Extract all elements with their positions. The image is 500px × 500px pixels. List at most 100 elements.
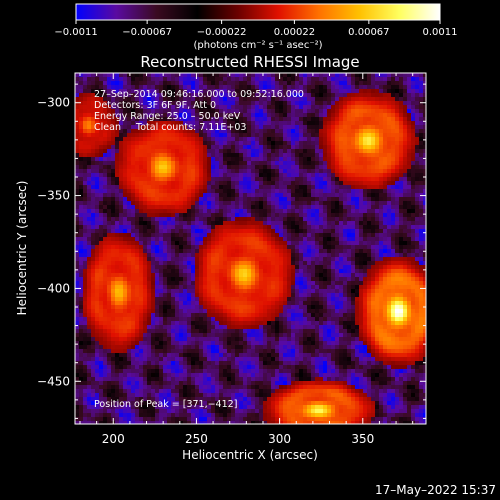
heatmap-cell — [351, 185, 356, 190]
heatmap-cell — [407, 273, 412, 278]
heatmap-cell — [187, 157, 192, 162]
heatmap-cell — [135, 173, 140, 178]
heatmap-cell — [171, 281, 176, 286]
heatmap-cell — [239, 89, 244, 94]
heatmap-cell — [307, 161, 312, 166]
heatmap-cell — [123, 285, 128, 290]
heatmap-cell — [191, 253, 196, 258]
heatmap-cell — [251, 133, 256, 138]
heatmap-cell — [315, 257, 320, 262]
heatmap-cell — [271, 77, 276, 82]
heatmap-cell — [111, 269, 116, 274]
heatmap-cell — [239, 177, 244, 182]
heatmap-cell — [259, 77, 264, 82]
heatmap-cell — [179, 245, 184, 250]
heatmap-cell — [387, 201, 392, 206]
heatmap-cell — [371, 85, 376, 90]
heatmap-cell — [291, 81, 296, 86]
heatmap-cell — [411, 133, 416, 138]
heatmap-cell — [87, 101, 92, 106]
heatmap-cell — [215, 197, 220, 202]
heatmap-cell — [155, 241, 160, 246]
heatmap-cell — [143, 193, 148, 198]
heatmap-cell — [343, 85, 348, 90]
heatmap-cell — [79, 189, 84, 194]
heatmap-cell — [327, 209, 332, 214]
heatmap-cell — [283, 237, 288, 242]
heatmap-cell — [403, 93, 408, 98]
heatmap-cell — [383, 113, 388, 118]
heatmap-cell — [191, 77, 196, 82]
heatmap-cell — [155, 201, 160, 206]
heatmap-cell — [299, 269, 304, 274]
heatmap-cell — [199, 113, 204, 118]
heatmap-cell — [163, 293, 168, 298]
heatmap-cell — [195, 117, 200, 122]
heatmap-cell — [263, 225, 268, 230]
heatmap-cell — [219, 189, 224, 194]
heatmap-cell — [323, 273, 328, 278]
heatmap-cell — [295, 285, 300, 290]
heatmap-cell — [319, 249, 324, 254]
heatmap-cell — [79, 289, 84, 294]
heatmap-cell — [259, 121, 264, 126]
heatmap-cell — [355, 233, 360, 238]
heatmap-cell — [199, 277, 204, 282]
heatmap-cell — [239, 85, 244, 90]
heatmap-cell — [283, 293, 288, 298]
heatmap-cell — [219, 201, 224, 206]
heatmap-cell — [191, 277, 196, 282]
heatmap-cell — [331, 185, 336, 190]
heatmap-cell — [195, 169, 200, 174]
heatmap-cell — [223, 125, 228, 130]
heatmap-cell — [251, 281, 256, 286]
heatmap-cell — [383, 81, 388, 86]
heatmap-cell — [95, 157, 100, 162]
heatmap-cell — [195, 249, 200, 254]
heatmap-cell — [235, 297, 240, 302]
heatmap-cell — [87, 221, 92, 226]
heatmap-cell — [111, 145, 116, 150]
heatmap-cell — [319, 173, 324, 178]
heatmap-cell — [119, 133, 124, 138]
heatmap-cell — [367, 105, 372, 110]
heatmap-cell — [99, 121, 104, 126]
heatmap-cell — [299, 241, 304, 246]
heatmap-cell — [151, 221, 156, 226]
heatmap-cell — [311, 197, 316, 202]
heatmap-cell — [99, 233, 104, 238]
heatmap-cell — [395, 125, 400, 130]
heatmap-cell — [223, 293, 228, 298]
heatmap-cell — [339, 109, 344, 114]
heatmap-cell — [327, 89, 332, 94]
heatmap-cell — [107, 185, 112, 190]
heatmap-cell — [123, 105, 128, 110]
heatmap-cell — [203, 97, 208, 102]
heatmap-cell — [299, 121, 304, 126]
heatmap-cell — [135, 85, 140, 90]
heatmap-cell — [255, 221, 260, 226]
heatmap-cell — [227, 277, 232, 282]
heatmap-cell — [267, 129, 272, 134]
heatmap-cell — [255, 173, 260, 178]
heatmap-cell — [359, 285, 364, 290]
heatmap-cell — [335, 205, 340, 210]
heatmap-cell — [379, 205, 384, 210]
heatmap-cell — [383, 109, 388, 114]
heatmap-cell — [159, 213, 164, 218]
heatmap-cell — [155, 85, 160, 90]
heatmap-cell — [143, 177, 148, 182]
heatmap-cell — [227, 193, 232, 198]
heatmap-cell — [123, 225, 128, 230]
heatmap-cell — [95, 141, 100, 146]
heatmap-cell — [135, 257, 140, 262]
heatmap-cell — [379, 89, 384, 94]
heatmap-cell — [319, 165, 324, 170]
heatmap-cell — [199, 101, 204, 106]
heatmap-cell — [399, 137, 404, 142]
heatmap-cell — [267, 165, 272, 170]
heatmap-cell — [219, 245, 224, 250]
heatmap-cell — [207, 245, 212, 250]
heatmap-cell — [179, 81, 184, 86]
heatmap-cell — [79, 101, 84, 106]
